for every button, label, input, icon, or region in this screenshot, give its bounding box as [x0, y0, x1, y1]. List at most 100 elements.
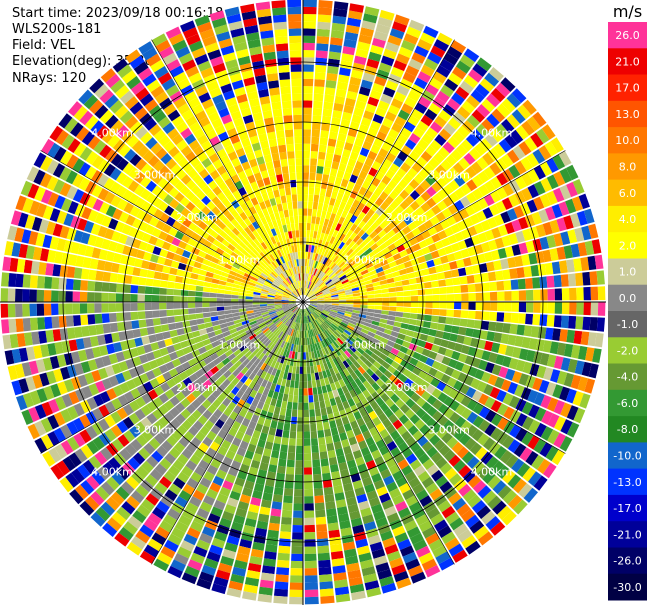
range-gate [204, 343, 214, 351]
range-gate [70, 122, 84, 137]
range-gate [390, 360, 400, 370]
range-gate [179, 185, 191, 196]
range-gate [239, 355, 247, 364]
range-gate [182, 218, 192, 228]
range-gate [252, 294, 261, 298]
range-gate [291, 373, 296, 381]
range-gate [285, 318, 291, 326]
range-gate [314, 289, 321, 295]
range-gate [236, 341, 245, 349]
range-gate [351, 114, 362, 124]
range-gate [465, 204, 476, 216]
range-gate [245, 307, 254, 311]
range-gate [178, 355, 188, 365]
range-gate [303, 316, 306, 324]
range-gate [112, 208, 123, 220]
range-gate [422, 526, 437, 539]
range-gate [460, 420, 472, 433]
range-gate [220, 271, 229, 278]
range-gate [305, 244, 309, 252]
range-gate [187, 358, 197, 367]
range-gate [364, 279, 373, 285]
range-gate [395, 500, 408, 512]
range-gate [155, 332, 164, 342]
range-gate [303, 172, 309, 180]
range-gate [380, 259, 389, 267]
range-gate [435, 211, 446, 222]
range-gate [378, 412, 388, 423]
range-gate [233, 319, 242, 325]
range-gate [420, 191, 431, 202]
range-gate [538, 145, 552, 161]
range-gate [182, 483, 195, 496]
range-gate [436, 176, 448, 188]
range-gate [202, 286, 211, 293]
range-gate [424, 314, 432, 322]
range-gate [441, 356, 451, 366]
range-gate [437, 346, 447, 356]
range-gate [121, 70, 137, 84]
range-gate [283, 292, 291, 297]
range-gate [145, 493, 160, 506]
range-gate [420, 64, 435, 77]
range-gate [106, 388, 117, 401]
range-gate [342, 281, 350, 287]
range-gate [259, 506, 271, 516]
range-gate [381, 263, 391, 271]
range-gate [374, 302, 383, 306]
range-gate [246, 312, 255, 317]
range-gate [204, 322, 213, 329]
range-gate [196, 280, 205, 287]
range-gate [426, 197, 437, 209]
range-gate [288, 28, 302, 36]
range-gate [394, 316, 403, 323]
range-gate [403, 296, 411, 302]
range-gate [495, 123, 509, 138]
range-gate [446, 294, 455, 302]
range-gate [303, 35, 316, 44]
range-gate [375, 251, 384, 259]
colorbar-tick-label: 21.0 [615, 55, 640, 68]
range-gate [400, 359, 409, 368]
range-gate [481, 350, 491, 361]
range-gate [378, 242, 388, 251]
range-gate [271, 352, 277, 360]
range-gate [311, 216, 316, 224]
range-gate [235, 414, 245, 424]
range-gate [217, 337, 226, 345]
range-gate [99, 345, 109, 356]
colorbar-tick-label: 10.0 [615, 134, 640, 147]
range-gate [331, 323, 338, 329]
range-gate [35, 359, 46, 373]
range-gate [340, 263, 348, 270]
range-gate [423, 25, 439, 39]
range-gate [161, 241, 172, 251]
range-gate [332, 350, 339, 358]
range-gate [341, 194, 350, 204]
range-gate [118, 361, 129, 372]
range-gate [363, 276, 372, 282]
range-gate [210, 366, 220, 375]
range-gate [59, 265, 69, 278]
range-gate [373, 30, 389, 42]
range-gate [291, 546, 303, 554]
range-gate [244, 480, 255, 490]
range-gate [250, 548, 264, 558]
range-gate [172, 151, 185, 163]
range-gate [235, 552, 250, 563]
range-gate [163, 514, 177, 527]
range-gate [478, 393, 489, 406]
range-gate [142, 73, 157, 87]
range-gate [447, 234, 458, 245]
range-gate [446, 436, 459, 449]
range-gate [288, 298, 296, 301]
range-gate [304, 582, 319, 590]
range-gate [316, 307, 324, 311]
range-gate [375, 562, 390, 573]
range-gate [173, 289, 182, 296]
range-gate [99, 144, 112, 159]
range-gate [87, 314, 96, 325]
range-gate [409, 284, 418, 290]
range-gate [252, 229, 260, 238]
range-gate [299, 230, 303, 238]
